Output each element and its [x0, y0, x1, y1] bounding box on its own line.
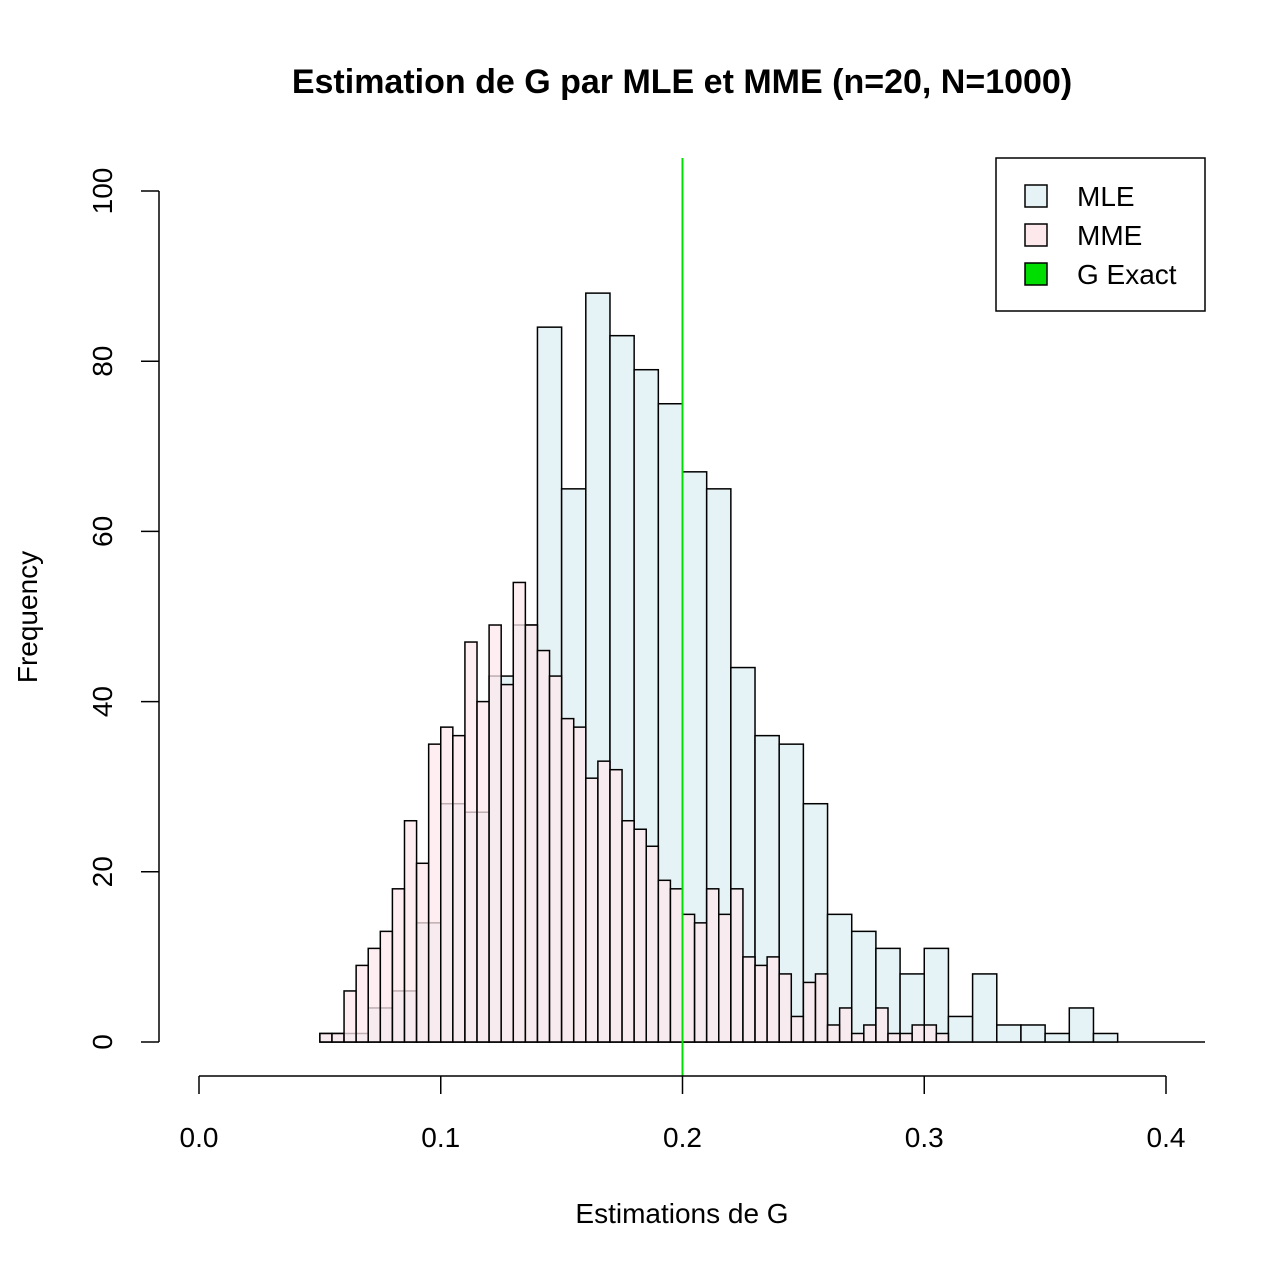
mme-bar [911, 1024, 925, 1043]
mme-bars [319, 581, 950, 1043]
mme-bar [572, 726, 587, 1043]
mme-bar [705, 888, 720, 1043]
mle-bar [971, 973, 998, 1043]
mme-bar [875, 1007, 889, 1043]
mme-bar [863, 1024, 877, 1043]
mme-bar [476, 700, 490, 1043]
mme-bar [548, 675, 563, 1043]
mme-bar [331, 1032, 345, 1043]
mme-bar [693, 922, 708, 1043]
mme-bar [669, 888, 684, 1043]
x-tick-label: 0.0 [180, 1122, 219, 1153]
x-axis-label: Estimations de G [575, 1198, 788, 1229]
mme-bar [609, 768, 623, 1043]
mle-bar [947, 1015, 974, 1043]
mme-bar [633, 828, 647, 1043]
legend-label-mle: MLE [1077, 181, 1135, 212]
mme-bar [355, 964, 369, 1043]
mme-bar [766, 956, 780, 1043]
mme-bar [367, 947, 382, 1043]
x-tick-label: 0.2 [663, 1122, 702, 1153]
x-axis: 0.0 0.1 0.2 0.3 0.4 [180, 1075, 1186, 1153]
mme-bar [585, 777, 599, 1043]
mme-bar [778, 973, 793, 1043]
mme-bar [887, 1032, 901, 1043]
y-axis-label: Frequency [12, 551, 43, 683]
mme-bar [452, 734, 466, 1043]
mme-bar [657, 879, 672, 1043]
mme-bar [730, 888, 744, 1043]
mme-bar [464, 641, 478, 1043]
mme-bar [681, 913, 696, 1043]
mme-bar [560, 717, 575, 1043]
mme-bar [645, 845, 660, 1043]
mle-bar [1068, 1007, 1095, 1043]
legend-swatch-g-exact [1024, 262, 1048, 286]
mle-bar [1044, 1032, 1071, 1043]
mme-bar [802, 981, 817, 1043]
mme-bar [826, 1024, 841, 1043]
mme-bar [500, 683, 515, 1043]
mme-bar [850, 1032, 865, 1043]
mme-bar [488, 624, 502, 1043]
x-tick-label: 0.1 [421, 1122, 460, 1153]
x-tick-label: 0.3 [905, 1122, 944, 1153]
mme-bar [935, 1032, 950, 1043]
legend: MLE MME G Exact [995, 157, 1206, 312]
mme-bar [415, 862, 430, 1043]
mme-bar [899, 1032, 913, 1043]
legend-label-g-exact: G Exact [1077, 259, 1177, 290]
mme-bar [838, 1007, 853, 1043]
mme-bar [597, 760, 611, 1043]
y-tick-label: 0 [87, 1034, 118, 1050]
mme-bar [814, 973, 829, 1043]
mme-bar [319, 1032, 333, 1043]
y-axis: 0 20 40 60 80 100 [87, 168, 160, 1050]
y-tick-label: 80 [87, 346, 118, 377]
mle-bar [996, 1024, 1022, 1043]
chart-title: Estimation de G par MLE et MME (n=20, N=… [292, 63, 1072, 101]
mme-bar [536, 649, 551, 1043]
mme-bar [427, 743, 442, 1043]
legend-label-mme: MME [1077, 220, 1142, 251]
y-tick-label: 100 [87, 168, 118, 215]
mme-bar [923, 1024, 938, 1043]
mme-bar [379, 930, 394, 1043]
mme-bar [718, 913, 732, 1043]
mme-bar [391, 888, 406, 1043]
mme-bar [512, 581, 527, 1043]
mme-bar [754, 964, 768, 1043]
mle-bar [850, 930, 877, 1043]
legend-swatch-mle [1024, 184, 1048, 208]
mme-bar [440, 726, 454, 1043]
mme-bar [343, 990, 357, 1043]
legend-swatch-mme [1024, 223, 1048, 247]
mme-bar [790, 1015, 805, 1043]
mle-bar [1092, 1032, 1119, 1043]
y-tick-label: 40 [87, 686, 118, 717]
y-tick-label: 20 [87, 856, 118, 887]
mme-bar [524, 624, 539, 1043]
x-tick-label: 0.4 [1147, 1122, 1186, 1153]
mme-bar [621, 819, 635, 1043]
mme-bar [403, 819, 418, 1043]
mle-bar [1020, 1024, 1046, 1043]
y-tick-label: 60 [87, 516, 118, 547]
mme-bar [742, 956, 756, 1043]
